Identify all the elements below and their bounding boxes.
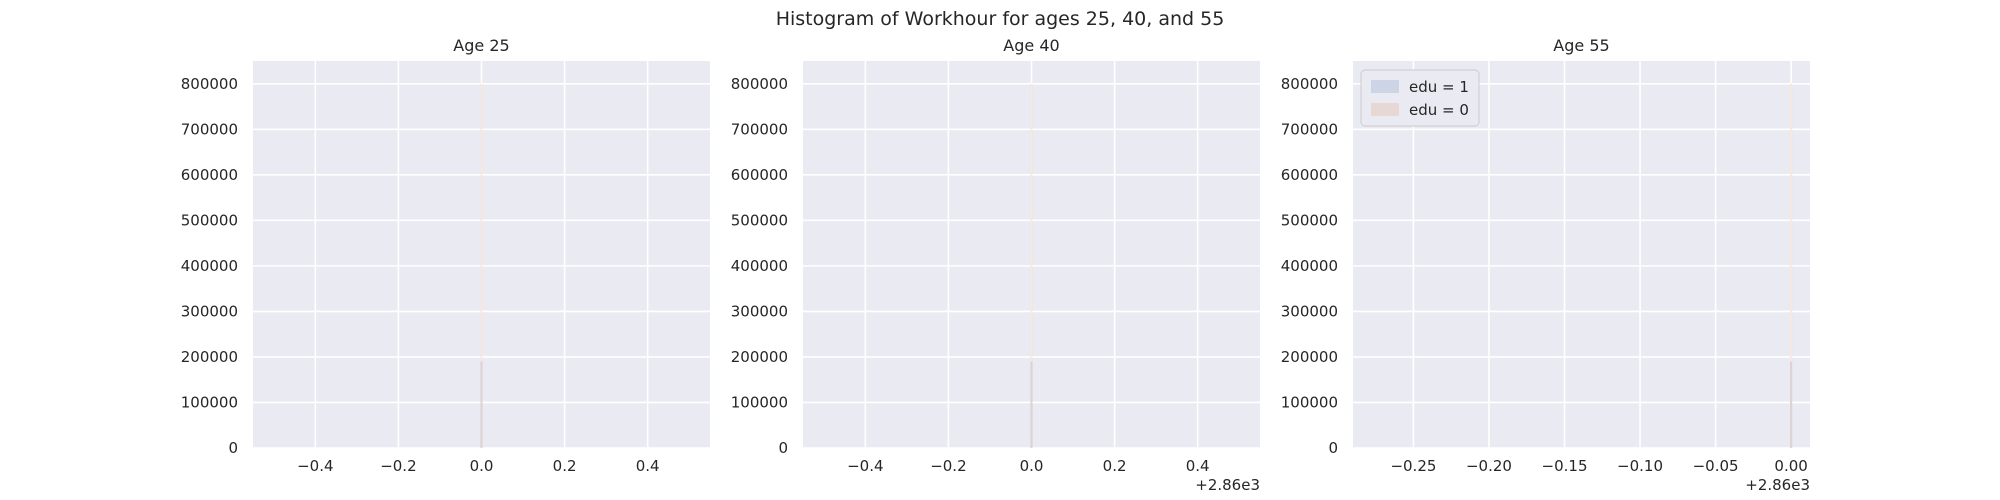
legend-frame [1360,69,1480,127]
x-tick-label: −0.20 [1466,457,1512,475]
y-tick-label: 300000 [731,302,788,320]
y-tick-label: 600000 [731,166,788,184]
x-tick-label: 0.00 [1774,457,1807,475]
x-tick-label: −0.4 [847,457,883,475]
histogram-bar [1790,83,1793,448]
y-tick-label: 0 [778,439,788,457]
x-tick-label: −0.4 [297,457,333,475]
y-tick-label: 600000 [181,166,238,184]
subplot-title: Age 25 [453,36,509,55]
legend-swatch [1371,80,1399,93]
y-tick-label: 700000 [731,120,788,138]
y-tick-label: 300000 [1281,302,1338,320]
y-tick-label: 500000 [731,211,788,229]
x-offset-label: +2.86e3 [1745,476,1810,494]
x-tick-label: −0.05 [1693,457,1739,475]
legend-label: edu = 0 [1409,101,1469,119]
y-tick-label: 0 [1328,439,1338,457]
x-tick-label: 0.4 [636,457,660,475]
legend: edu = 1 edu = 0 [1360,69,1480,127]
y-tick-label: 100000 [731,393,788,411]
y-tick-label: 200000 [731,348,788,366]
histogram-bar [1790,361,1793,448]
y-tick-label: 800000 [181,75,238,93]
histogram-bar [480,83,483,448]
y-tick-label: 400000 [1281,257,1338,275]
y-tick-label: 700000 [1281,120,1338,138]
y-tick-label: 300000 [181,302,238,320]
x-offset-label: +2.86e3 [1195,476,1260,494]
subplot-title: Age 55 [1553,36,1609,55]
subplot-age-25: Age 25 −0.4 −0.2 0.0 0.2 0.4 0 100000 200000 3000… [181,36,710,475]
y-tick-label: 500000 [1281,211,1338,229]
x-tick-label: −0.2 [930,457,966,475]
y-tick-label: 100000 [1281,393,1338,411]
y-tick-label: 500000 [181,211,238,229]
y-tick-label: 800000 [1281,75,1338,93]
y-tick-label: 200000 [1281,348,1338,366]
x-tick-label: 0.0 [470,457,494,475]
figure-title: Histogram of Workhour for ages 25, 40, a… [776,8,1225,30]
x-tick-label: −0.2 [380,457,416,475]
y-tick-label: 400000 [181,257,238,275]
legend-swatch [1371,103,1399,116]
legend-item: edu = 0 [1371,101,1469,119]
subplot-age-55: Age 55 −0.25 −0.20 −0.15 −0.10 −0.05 0.00 0 1000… [1281,36,1810,494]
subplot-age-40: Age 40 −0.4 −0.2 0.0 0.2 0.4 0 100000 200000 3000… [731,36,1260,494]
y-tick-label: 200000 [181,348,238,366]
histogram-bar [1030,83,1033,448]
y-tick-label: 100000 [181,393,238,411]
histogram-bar [480,361,483,448]
y-tick-label: 0 [228,439,238,457]
x-tick-label: −0.15 [1542,457,1588,475]
subplot-title: Age 40 [1003,36,1059,55]
histogram-bar [1030,361,1033,448]
legend-item: edu = 1 [1371,78,1469,96]
x-tick-label: −0.10 [1617,457,1663,475]
x-tick-label: −0.25 [1390,457,1436,475]
y-tick-label: 400000 [731,257,788,275]
legend-label: edu = 1 [1409,78,1469,96]
y-tick-label: 600000 [1281,166,1338,184]
x-tick-label: 0.2 [1103,457,1127,475]
y-tick-label: 800000 [731,75,788,93]
x-tick-label: 0.0 [1020,457,1044,475]
x-tick-label: 0.2 [553,457,577,475]
y-tick-label: 700000 [181,120,238,138]
x-tick-label: 0.4 [1186,457,1210,475]
